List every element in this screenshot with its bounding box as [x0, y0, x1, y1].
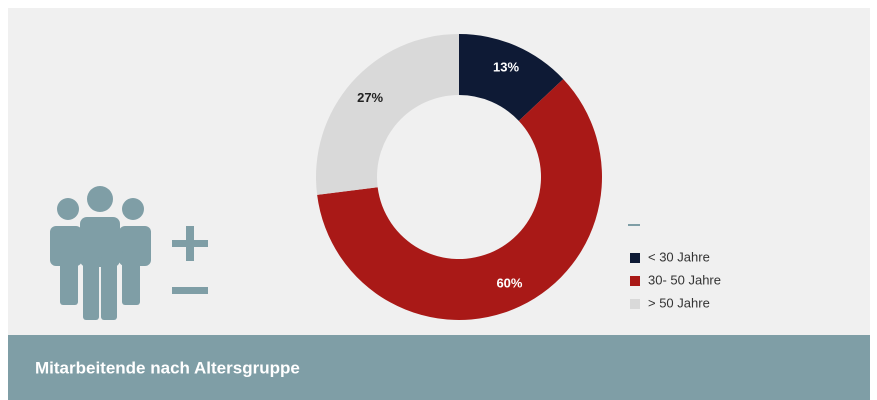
data-label: 60%: [496, 276, 522, 291]
donut-segment: [315, 34, 459, 195]
legend-label: > 50 Jahre: [648, 295, 710, 310]
legend-swatch: [630, 253, 640, 263]
donut-segment: [317, 79, 602, 321]
donut-segment: [459, 34, 564, 121]
legend-swatch: [630, 299, 640, 309]
data-label: 27%: [357, 90, 383, 105]
legend-swatch: [630, 276, 640, 286]
data-label: 13%: [493, 60, 519, 75]
legend-dash: [628, 224, 640, 226]
people-icon: [50, 186, 208, 320]
legend-label: < 30 Jahre: [648, 249, 710, 264]
title-band: [8, 335, 870, 400]
legend-label: 30- 50 Jahre: [648, 272, 721, 287]
chart-title: Mitarbeitende nach Altersgruppe: [35, 358, 300, 377]
